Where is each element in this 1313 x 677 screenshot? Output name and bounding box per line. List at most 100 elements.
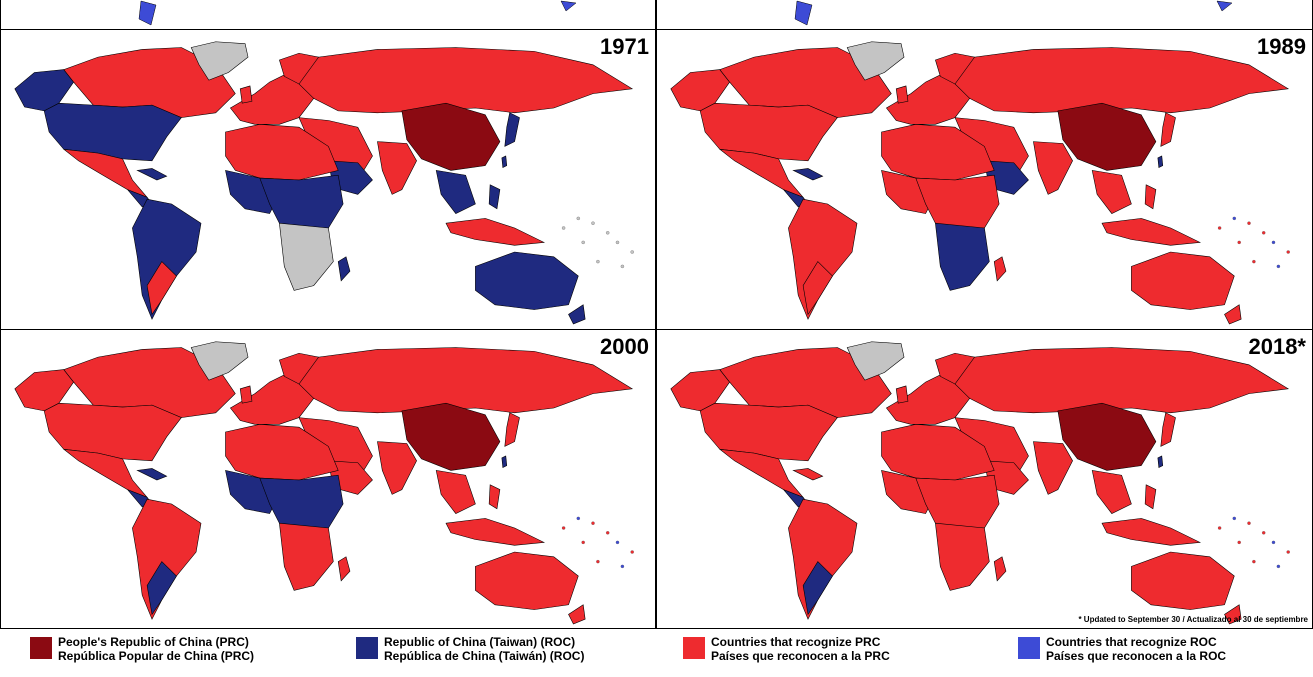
legend: People's Republic of China (PRC) Repúbli… (0, 631, 1313, 677)
region-seSouthAm (802, 261, 833, 316)
legend-item-roc: Republic of China (Taiwan) (ROC) Repúbli… (356, 635, 584, 663)
region-seSouthAm (146, 561, 177, 616)
legend-swatch-roc (356, 637, 378, 659)
region-nz (1224, 304, 1242, 325)
island-dot (620, 564, 625, 569)
region-southam (132, 498, 202, 620)
region-taiwan (1157, 455, 1164, 468)
region-uk (239, 85, 253, 104)
region-china (1057, 402, 1157, 471)
island-dot (591, 221, 595, 225)
region-china (1057, 102, 1157, 171)
map-fragment-right (794, 0, 1233, 26)
region-indonesia (445, 218, 546, 246)
region-caribbean (792, 468, 824, 481)
island-dot (1276, 564, 1281, 569)
map-panel-1971: 1971 (0, 29, 656, 330)
legend-swatch-prc (30, 637, 52, 659)
region-seasia (1091, 470, 1132, 514)
top-strip-left (0, 0, 656, 30)
legend-label-es: Países que reconocen a la PRC (711, 649, 890, 663)
region-madagascar (993, 256, 1007, 282)
legend-label-en: Republic of China (Taiwan) (ROC) (384, 635, 576, 649)
island-dot (605, 531, 610, 535)
world-map-1989 (670, 41, 1290, 325)
region-australia (475, 551, 579, 610)
region-taiwan (501, 455, 508, 468)
region-alaska (670, 369, 730, 412)
region-russia (298, 347, 634, 414)
island-dot (605, 231, 610, 235)
region-philippines (488, 184, 501, 210)
island-dot (1217, 226, 1222, 230)
region-india (1033, 441, 1073, 495)
region-nz (1224, 604, 1242, 625)
world-map-1971 (14, 41, 634, 325)
island-dot (576, 516, 581, 521)
legend-label-en: Countries that recognize ROC (1046, 635, 1217, 649)
update-footnote: * Updated to September 30 / Actualizado … (1078, 615, 1308, 624)
region-nz (568, 604, 586, 625)
region-taiwan (1157, 155, 1164, 168)
region-alaska (670, 69, 730, 112)
region-caribbean (136, 468, 168, 481)
region-usa (43, 402, 182, 462)
region-nafrica (881, 124, 995, 181)
region-madagascar (337, 556, 351, 582)
region-nafrica (225, 424, 339, 481)
map-panel-1989: 1989 (656, 29, 1313, 330)
region-philippines (1144, 484, 1157, 510)
world-map-2018 (670, 341, 1290, 625)
island-dot (591, 521, 595, 525)
region-japan (1160, 412, 1176, 447)
year-label: 2018* (1248, 334, 1306, 359)
island-dot (1217, 526, 1222, 530)
region-greenland (190, 341, 249, 381)
region-philippines (1144, 184, 1157, 210)
region-madagascar (337, 256, 351, 282)
region-japan (504, 112, 520, 147)
island-dot (561, 226, 566, 230)
year-label: 1971 (600, 34, 649, 59)
island-dot (1271, 540, 1276, 545)
region-nafrica (225, 124, 339, 181)
island-dot (596, 559, 600, 564)
region-nz (568, 304, 586, 325)
island-dot (1261, 531, 1266, 535)
legend-label-en: People's Republic of China (PRC) (58, 635, 249, 649)
island-dot (561, 526, 566, 530)
island-dot (1232, 516, 1237, 521)
region-uk (895, 85, 909, 104)
region-alaska (14, 69, 74, 112)
region-safrica (279, 222, 334, 291)
region-india (377, 141, 417, 195)
island-dot (630, 250, 634, 254)
region-indonesia (445, 518, 546, 546)
island-dot (1237, 540, 1241, 545)
legend-swatch-recognize-prc (683, 637, 705, 659)
region-seasia (435, 470, 476, 514)
legend-item-recognize-roc: Countries that recognize ROC Países que … (1018, 635, 1226, 663)
region-uk (895, 385, 909, 404)
region-india (1033, 141, 1073, 195)
region-russia (954, 47, 1290, 114)
island-dot (576, 216, 581, 221)
region-madagascar (993, 556, 1007, 582)
legend-item-recognize-prc: Countries that recognize PRC Países que … (683, 635, 890, 663)
year-label: 2000 (600, 334, 649, 359)
top-strip-right (656, 0, 1313, 30)
legend-item-prc: People's Republic of China (PRC) Repúbli… (30, 635, 254, 663)
island-dot (1247, 221, 1251, 225)
island-dot (1286, 550, 1290, 554)
region-japan (504, 412, 520, 447)
legend-swatch-recognize-roc (1018, 637, 1040, 659)
region-safrica (935, 222, 990, 291)
island-dot (581, 540, 585, 545)
island-dot (1252, 259, 1256, 264)
region-russia (298, 47, 634, 114)
region-usa (43, 102, 182, 162)
island-dot (1271, 240, 1276, 245)
island-dot (615, 540, 620, 545)
region-china (401, 402, 501, 471)
region-australia (475, 251, 579, 310)
